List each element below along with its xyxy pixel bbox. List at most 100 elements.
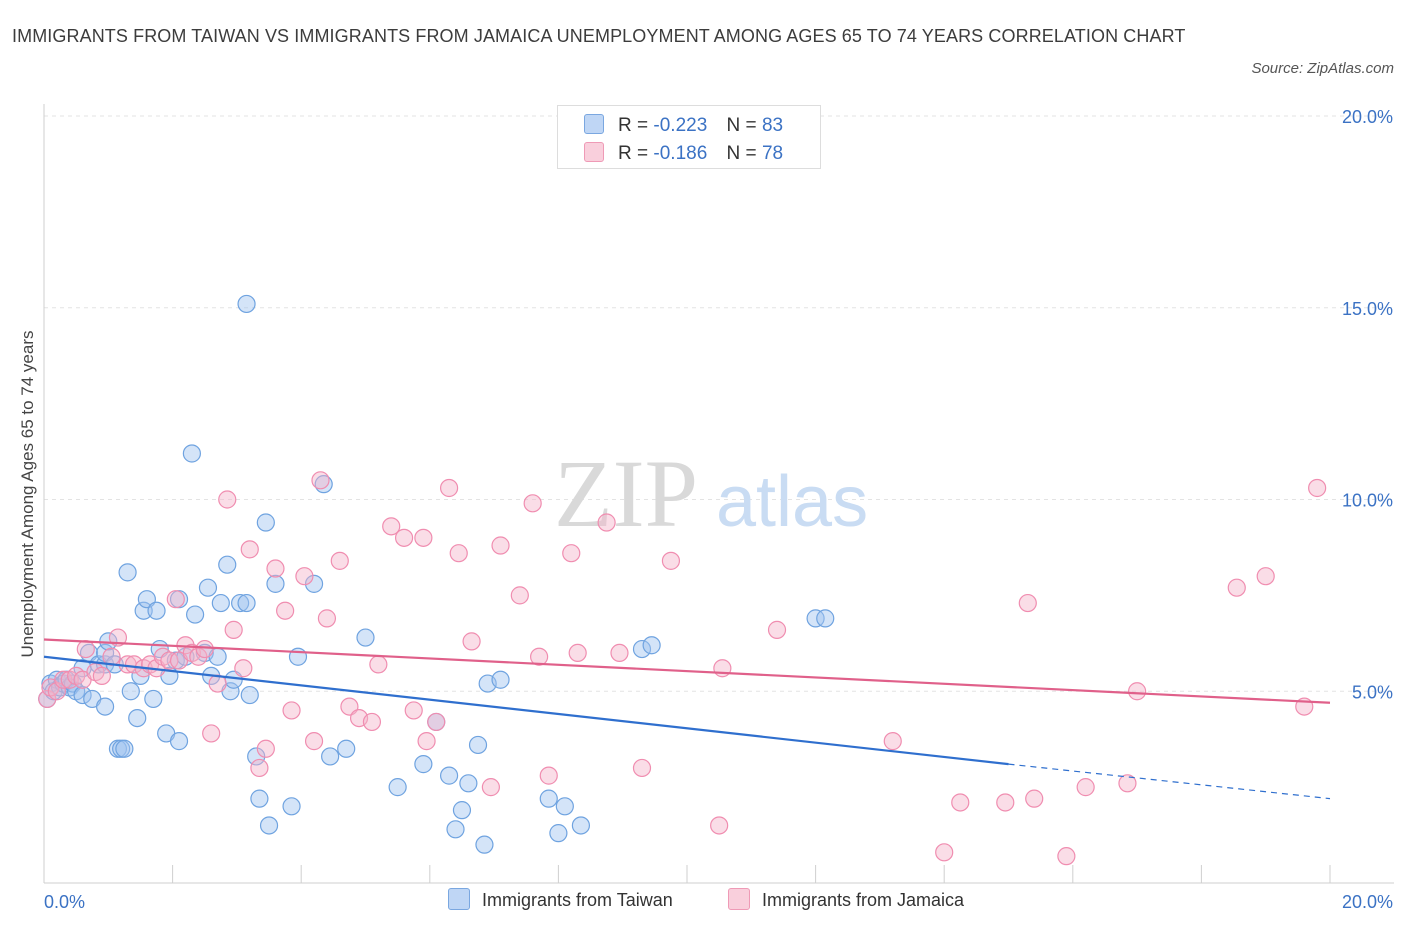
series-taiwan-points	[38, 294, 835, 854]
jamaica-point	[1256, 567, 1275, 586]
taiwan-point	[806, 609, 825, 628]
legend-n-label: N =	[726, 115, 757, 136]
bottom-legend-label-taiwan: Immigrants from Taiwan	[482, 890, 673, 910]
jamaica-point	[76, 639, 95, 659]
axes	[43, 104, 1394, 884]
jamaica-point	[160, 651, 179, 670]
taiwan-point	[446, 820, 465, 839]
jamaica-point	[47, 682, 66, 701]
taiwan-point	[555, 797, 574, 816]
taiwan-point	[115, 739, 134, 758]
bottom-legend-swatch-taiwan	[448, 888, 470, 910]
taiwan-point	[237, 593, 256, 613]
bottom-legend-swatch-jamaica	[728, 888, 750, 910]
taiwan-point	[539, 789, 558, 808]
trend-line-taiwan-extension	[1008, 763, 1331, 800]
jamaica-point	[510, 586, 529, 605]
jamaica-point	[530, 647, 549, 666]
jamaica-point	[1025, 789, 1044, 808]
jamaica-point	[404, 701, 423, 720]
taiwan-point	[356, 628, 375, 647]
watermark-atlas: atlas	[716, 462, 868, 542]
jamaica-point	[224, 620, 243, 639]
bottom-legend-jamaica: Immigrants from Jamaica	[728, 888, 964, 916]
legend-n-value: 78	[761, 143, 784, 164]
jamaica-point	[369, 655, 388, 674]
taiwan-point	[282, 797, 301, 816]
trend-lines	[43, 638, 1331, 800]
taiwan-point	[459, 774, 478, 793]
jamaica-point	[1057, 847, 1076, 866]
jamaica-point	[767, 620, 787, 639]
taiwan-point	[475, 835, 494, 854]
jamaica-point	[996, 793, 1015, 812]
x-tick-label: 20.0%	[1342, 892, 1393, 912]
taiwan-point	[571, 816, 591, 835]
taiwan-point	[198, 578, 218, 597]
chart-title: IMMIGRANTS FROM TAIWAN VS IMMIGRANTS FRO…	[12, 26, 1186, 46]
taiwan-point	[211, 593, 230, 613]
taiwan-point	[121, 682, 140, 701]
jamaica-point	[568, 643, 587, 663]
jamaica-point	[1127, 682, 1147, 701]
jamaica-point	[1308, 478, 1327, 498]
jamaica-point	[382, 517, 401, 536]
jamaica-point	[330, 551, 349, 570]
jamaica-point	[449, 544, 468, 563]
jamaica-point	[417, 732, 436, 751]
taiwan-point	[182, 444, 201, 463]
source-label: Source: ZipAtlas.com	[1251, 60, 1394, 77]
taiwan-point	[491, 670, 510, 689]
taiwan-point	[118, 563, 137, 582]
y-tick-label: 5.0%	[1352, 682, 1393, 702]
y-tick-label: 10.0%	[1342, 491, 1393, 511]
jamaica-point	[610, 643, 629, 663]
jamaica-point	[935, 843, 954, 862]
jamaica-point	[562, 544, 581, 563]
taiwan-point	[147, 601, 166, 620]
jamaica-point	[1227, 578, 1246, 597]
jamaica-point	[166, 590, 185, 609]
taiwan-point	[452, 801, 472, 820]
bottom-legend-label-jamaica: Immigrants from Jamaica	[762, 890, 965, 910]
jamaica-point	[256, 739, 275, 758]
taiwan-point	[549, 824, 568, 843]
legend-swatch-jamaica	[584, 142, 604, 162]
legend-swatch-taiwan	[584, 114, 604, 134]
jamaica-point	[317, 609, 337, 628]
jamaica-point	[295, 567, 314, 586]
jamaica-point	[311, 471, 330, 490]
trend-line-jamaica	[43, 638, 1331, 704]
jamaica-point	[266, 559, 285, 578]
taiwan-point	[256, 513, 275, 532]
taiwan-point	[337, 739, 356, 758]
taiwan-point	[304, 574, 324, 593]
jamaica-point	[304, 732, 324, 751]
taiwan-point	[237, 294, 256, 314]
taiwan-point	[231, 593, 250, 613]
taiwan-point	[247, 747, 266, 766]
jamaica-point	[202, 724, 221, 743]
taiwan-point	[218, 555, 237, 574]
jamaica-point	[282, 701, 301, 720]
jamaica-point	[1018, 593, 1037, 613]
taiwan-point	[642, 636, 661, 655]
watermark-zip: ZIP	[554, 440, 698, 547]
taiwan-point	[186, 605, 205, 624]
legend-row-jamaica: R = -0.186 N = 78	[584, 142, 783, 164]
correlation-legend: R = -0.223 N = 83 R = -0.186 N = 78	[557, 105, 821, 169]
tick-labels: 5.0% 10.0% 15.0% 20.0% 0.0% 20.0%	[44, 107, 1393, 912]
jamaica-point	[951, 793, 970, 812]
jamaica-point	[218, 490, 237, 509]
jamaica-point	[710, 816, 729, 835]
jamaica-point	[92, 666, 111, 686]
legend-n-label: N =	[726, 143, 757, 164]
jamaica-point	[276, 601, 295, 620]
legend-r-value: -0.223	[653, 115, 708, 136]
jamaica-point	[491, 536, 510, 555]
y-tick-label: 15.0%	[1342, 299, 1393, 319]
legend-r-label: R =	[618, 115, 649, 136]
legend-n-value: 83	[761, 115, 784, 136]
jamaica-point	[539, 766, 558, 785]
